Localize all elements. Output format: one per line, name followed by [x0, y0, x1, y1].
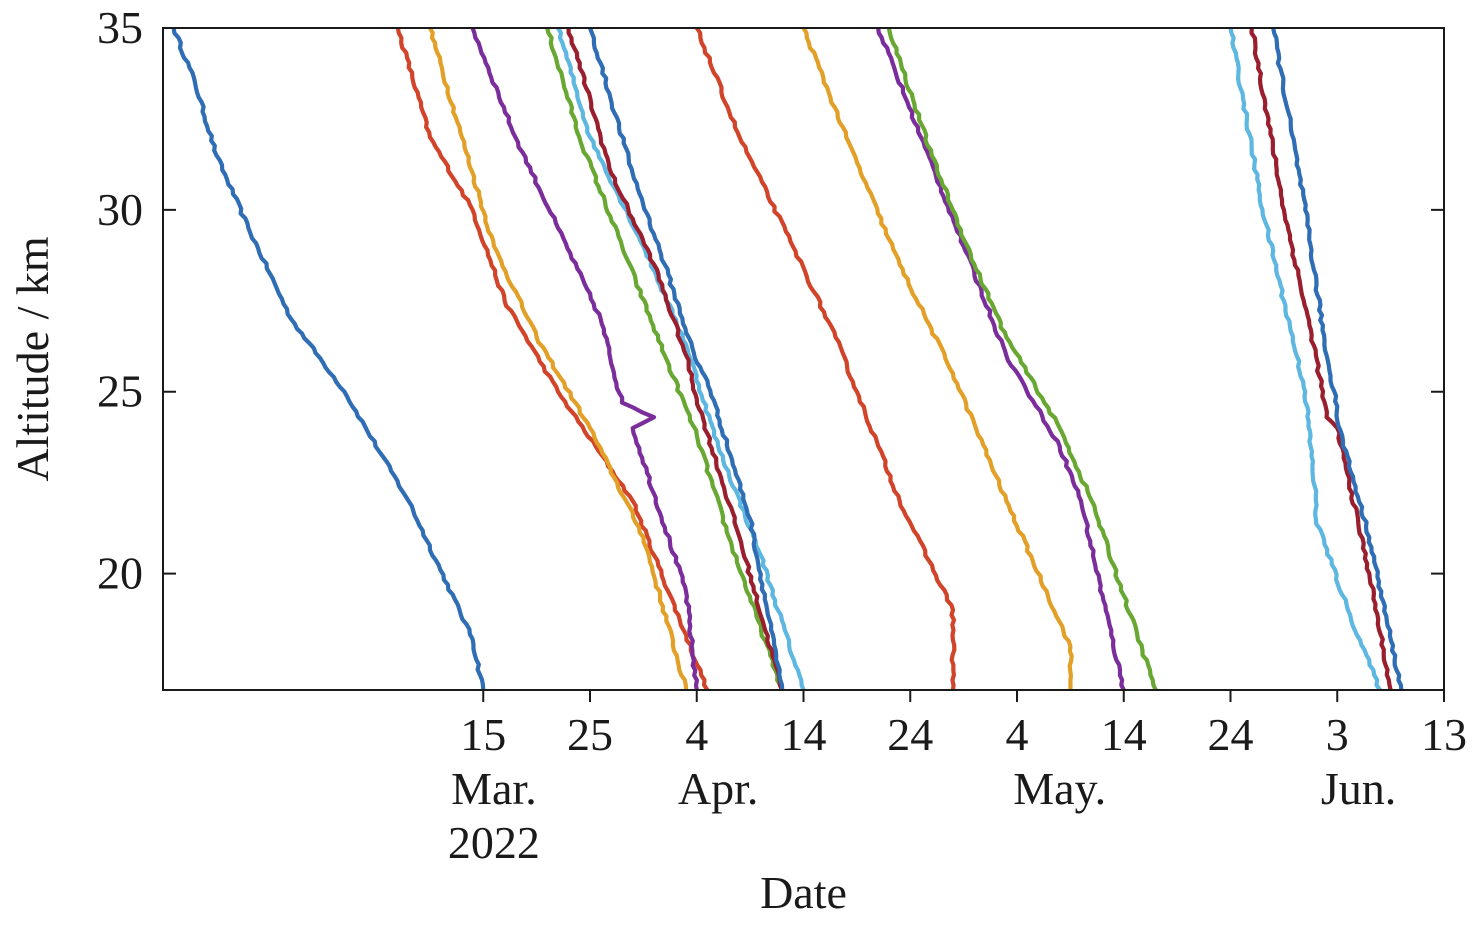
x-axis-title: Date: [760, 867, 847, 918]
x-tick-label-10: 13: [1421, 709, 1467, 760]
series-line-12: [886, 28, 1158, 690]
x-tick-label-8: 24: [1208, 709, 1254, 760]
series-line-4: [470, 28, 699, 690]
series-line-1: [171, 28, 486, 690]
y-tick-label-20: 20: [97, 548, 143, 599]
series-line-14: [1249, 28, 1393, 690]
series-line-6: [555, 28, 806, 690]
y-axis-title: Altitude / km: [7, 236, 58, 482]
y-tick-label-35: 35: [97, 2, 143, 53]
x-tick-label-2: 25: [567, 709, 613, 760]
x-tick-label-9: 3: [1326, 709, 1349, 760]
month-label-1: Mar.: [451, 763, 537, 814]
month-label-4: Jun.: [1321, 763, 1396, 814]
month-label-3: May.: [1013, 763, 1106, 814]
x-tick-label-5: 24: [887, 709, 933, 760]
x-tick-label-6: 4: [1006, 709, 1029, 760]
series-line-10: [801, 28, 1074, 690]
y-tick-label-30: 30: [97, 184, 143, 235]
plot-frame: [162, 27, 1445, 691]
month-label-2: Apr.: [678, 763, 759, 814]
x-tick-label-1: 15: [460, 709, 506, 760]
series-line-11: [876, 28, 1126, 690]
labels-layer: Altitude / km Date 2022 20 25 30 35 15 25 4 14 2…: [7, 2, 1467, 918]
series-line-5: [545, 28, 785, 690]
series-line-13: [1228, 28, 1383, 690]
series-line-3: [427, 28, 689, 690]
x-tick-label-3: 4: [685, 709, 708, 760]
series-line-7: [566, 28, 785, 690]
series-line-2: [395, 28, 710, 690]
y-tick-label-25: 25: [97, 366, 143, 417]
x-tick-label-7: 14: [1101, 709, 1147, 760]
year-label: 2022: [448, 817, 540, 868]
axes-layer: [162, 27, 1445, 702]
series-layer: [171, 28, 1404, 690]
series-line-15: [1271, 28, 1404, 690]
series-line-8: [587, 28, 785, 690]
series-line-9: [694, 28, 957, 690]
x-tick-label-4: 14: [781, 709, 827, 760]
